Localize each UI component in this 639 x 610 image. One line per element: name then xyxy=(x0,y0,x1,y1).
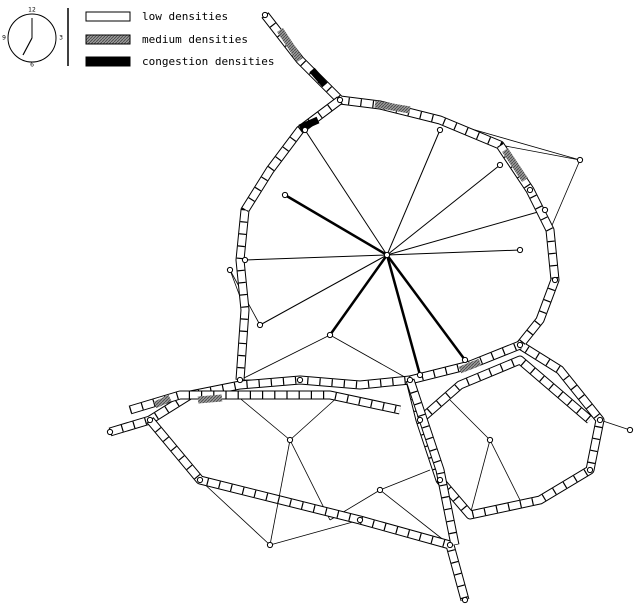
link xyxy=(386,249,521,256)
link xyxy=(489,439,521,501)
dense-segment xyxy=(277,28,303,62)
link xyxy=(259,254,388,326)
clock: 12 3 6 9 xyxy=(2,7,63,69)
junction xyxy=(596,416,604,424)
link xyxy=(379,489,451,546)
junction xyxy=(516,246,524,254)
link xyxy=(386,164,501,256)
network xyxy=(106,11,634,604)
junction xyxy=(226,266,234,274)
legend: low densities medium densities congestio… xyxy=(85,10,274,68)
junction xyxy=(146,416,154,424)
dense-segment xyxy=(458,358,482,374)
link xyxy=(386,209,546,256)
junction xyxy=(416,416,424,424)
dense-segment xyxy=(309,67,328,88)
junction xyxy=(496,161,504,169)
junction xyxy=(436,476,444,484)
link xyxy=(469,439,491,516)
junction xyxy=(461,596,469,604)
junction xyxy=(281,191,289,199)
road-outline xyxy=(108,12,605,520)
junction xyxy=(196,476,204,484)
vehicle-dividers xyxy=(236,97,343,381)
junction xyxy=(356,516,364,524)
legend-label: medium densities xyxy=(142,33,248,46)
legend-swatch-congestion xyxy=(85,56,131,67)
clock-label: 9 xyxy=(2,35,6,42)
link xyxy=(385,254,422,376)
junction xyxy=(446,541,454,549)
dense-segment xyxy=(153,394,172,409)
junction xyxy=(296,376,304,384)
link xyxy=(329,334,411,381)
link xyxy=(549,159,581,231)
link xyxy=(328,254,389,336)
road-lane xyxy=(147,417,469,601)
clock-label: 6 xyxy=(30,62,34,69)
junction xyxy=(376,486,384,494)
road-lane xyxy=(236,97,343,381)
junction xyxy=(576,156,584,164)
link xyxy=(304,129,388,256)
road-lane xyxy=(406,378,459,546)
dense-segment xyxy=(197,394,223,404)
road-lane xyxy=(108,12,604,519)
link xyxy=(269,439,291,546)
link xyxy=(386,129,441,256)
junction xyxy=(106,428,114,436)
vehicle-dividers xyxy=(128,391,401,414)
link xyxy=(499,144,581,161)
link xyxy=(284,193,388,257)
junction xyxy=(241,256,249,264)
legend-swatch-low xyxy=(85,11,131,22)
junction xyxy=(516,341,524,349)
link xyxy=(269,519,361,546)
dense-segment xyxy=(298,116,320,132)
legend-swatch-medium xyxy=(85,34,131,45)
junction xyxy=(301,126,309,134)
dense-segment xyxy=(502,148,528,182)
junction xyxy=(286,436,294,444)
link xyxy=(239,334,331,381)
link xyxy=(599,419,631,431)
junction xyxy=(541,206,549,214)
junction xyxy=(626,426,634,434)
link xyxy=(449,399,491,441)
junction xyxy=(436,126,444,134)
clock-label: 3 xyxy=(59,35,63,42)
junction xyxy=(586,466,594,474)
link xyxy=(289,394,341,441)
junction xyxy=(461,356,469,364)
link xyxy=(199,479,271,546)
legend-label: low densities xyxy=(142,10,228,23)
junction xyxy=(256,321,264,329)
junction xyxy=(383,251,391,259)
clock-label: 12 xyxy=(28,7,36,14)
hour-hand xyxy=(22,37,33,56)
link xyxy=(385,254,467,361)
junction xyxy=(551,276,559,284)
junction xyxy=(406,376,414,384)
junction xyxy=(326,331,334,339)
link xyxy=(379,469,431,491)
vehicle-dividers xyxy=(417,355,593,423)
junction xyxy=(526,186,534,194)
dense-segment xyxy=(374,100,411,114)
junction xyxy=(266,541,274,549)
junction xyxy=(486,436,494,444)
link xyxy=(244,254,388,261)
junction xyxy=(261,11,269,19)
legend-label: congestion densities xyxy=(142,55,274,68)
junction xyxy=(416,371,424,379)
vehicle-dividers xyxy=(108,12,604,519)
junction xyxy=(336,96,344,104)
junction xyxy=(236,376,244,384)
